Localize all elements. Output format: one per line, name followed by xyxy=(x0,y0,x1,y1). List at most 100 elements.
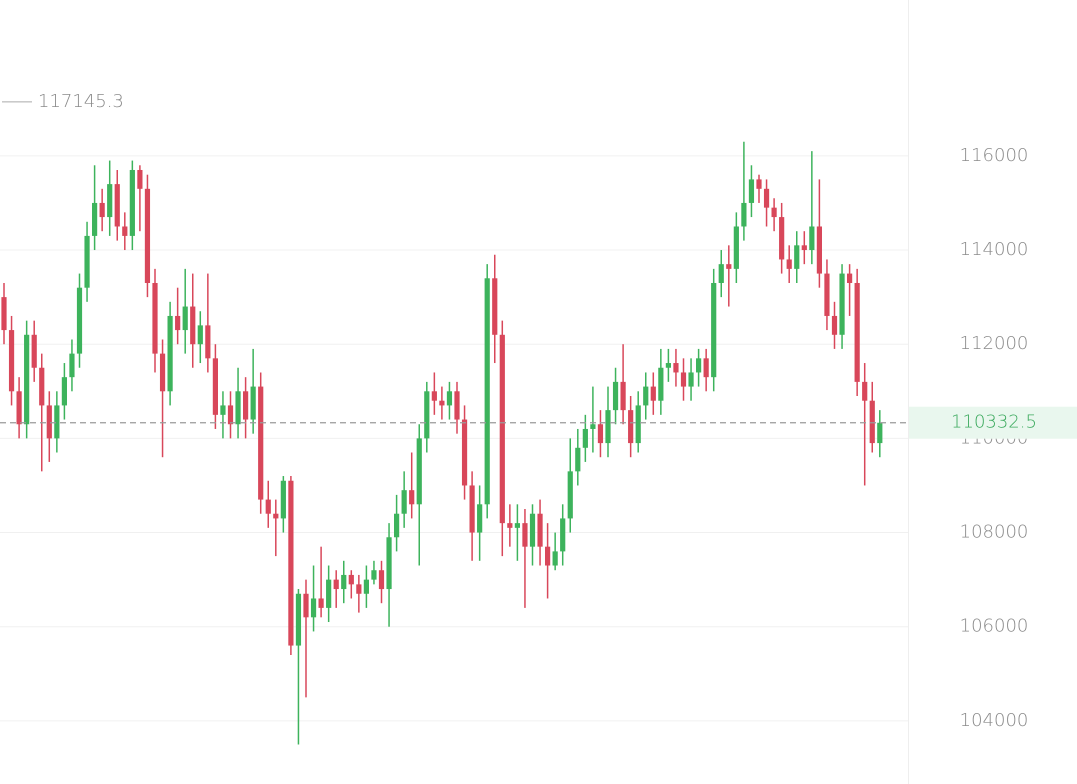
candle-body xyxy=(84,235,90,288)
candle-body xyxy=(356,584,362,594)
candle-body xyxy=(8,330,15,392)
candle-body xyxy=(673,363,679,373)
candle-body xyxy=(61,377,67,406)
candle-body xyxy=(167,315,173,392)
candle-body xyxy=(250,386,256,420)
candle-body xyxy=(394,513,400,538)
candle-body xyxy=(182,306,188,331)
candle-body xyxy=(816,226,822,274)
candle-body xyxy=(424,391,430,439)
candle-body xyxy=(401,490,407,514)
candle-body xyxy=(612,381,619,411)
candle-body xyxy=(499,334,505,524)
candle-body xyxy=(190,306,196,345)
candle-body xyxy=(763,188,770,208)
y-tick-label: 108000 xyxy=(960,522,1029,543)
candle-body xyxy=(537,513,543,547)
candle-body xyxy=(507,523,513,528)
candle-body xyxy=(733,226,739,269)
candle-body xyxy=(16,391,22,425)
candle-body xyxy=(680,372,687,387)
candle-body xyxy=(605,410,611,444)
candle-body xyxy=(295,593,302,646)
candle-body xyxy=(137,169,143,189)
candle-body xyxy=(469,485,475,533)
candle-body xyxy=(756,179,762,189)
candle-body xyxy=(809,226,815,251)
candle-body xyxy=(628,410,634,444)
candle-body xyxy=(643,386,649,406)
candle-body xyxy=(431,391,437,401)
candle-body xyxy=(129,169,135,236)
candle-body xyxy=(159,353,166,392)
candle-body xyxy=(771,207,777,218)
candle-body xyxy=(76,287,83,354)
max-marker-label: 117145.3 xyxy=(38,91,124,112)
candle-body xyxy=(794,245,800,269)
candle-body xyxy=(877,422,883,444)
candle-body xyxy=(575,447,581,472)
candle-body xyxy=(439,400,445,406)
candle-body xyxy=(824,273,830,316)
candle-body xyxy=(748,179,755,203)
candle-body xyxy=(545,546,551,566)
candle-body xyxy=(348,574,354,585)
candle-body xyxy=(847,273,853,283)
candle-body xyxy=(665,363,671,368)
candle-body xyxy=(696,358,702,373)
candle-body xyxy=(243,391,249,420)
candle-body xyxy=(582,428,588,448)
candle-body xyxy=(69,353,75,378)
candle-body xyxy=(620,381,626,411)
candle-body xyxy=(839,273,845,335)
candle-body xyxy=(718,264,724,283)
candle-body xyxy=(54,405,60,439)
candle-body xyxy=(597,424,604,444)
y-tick-label: 114000 xyxy=(960,239,1029,260)
candle-body xyxy=(175,315,181,331)
candle-body xyxy=(288,480,294,646)
candle-body xyxy=(492,278,498,335)
candle-body xyxy=(786,259,792,269)
candle-body xyxy=(484,278,490,505)
candle-body xyxy=(854,282,860,382)
candle-body xyxy=(333,579,339,590)
candle-body xyxy=(1,297,7,331)
candle-body xyxy=(122,226,128,236)
candle-body xyxy=(552,551,558,566)
candle-body xyxy=(39,367,45,406)
candle-body xyxy=(831,315,838,335)
candle-body xyxy=(529,513,536,547)
y-tick-label: 112000 xyxy=(960,333,1029,354)
candle-body xyxy=(371,570,377,580)
candle-body xyxy=(446,391,453,406)
candle-body xyxy=(741,202,747,227)
candle-body xyxy=(273,513,279,519)
candle-body xyxy=(801,245,807,251)
candle-body xyxy=(310,598,317,618)
candle-body xyxy=(265,499,271,514)
candle-body xyxy=(477,504,483,533)
candle-body xyxy=(416,438,422,505)
candle-body xyxy=(409,490,415,505)
candle-body xyxy=(522,523,528,547)
candle-body xyxy=(454,391,460,420)
candle-body xyxy=(461,419,468,486)
candle-body xyxy=(590,424,596,429)
candle-body xyxy=(212,358,218,415)
candle-body xyxy=(114,184,120,227)
candle-body xyxy=(152,282,158,354)
candle-body xyxy=(144,188,151,283)
candle-body xyxy=(46,405,52,439)
y-tick-label: 104000 xyxy=(960,710,1029,731)
candle-body xyxy=(869,400,875,444)
candle-body xyxy=(92,202,98,236)
candle-body xyxy=(24,334,30,425)
candle-body xyxy=(220,405,226,415)
candle-body xyxy=(227,405,234,425)
candle-body xyxy=(779,217,785,260)
candle-body xyxy=(703,358,709,378)
candle-body xyxy=(318,598,324,608)
candle-body xyxy=(386,537,392,590)
